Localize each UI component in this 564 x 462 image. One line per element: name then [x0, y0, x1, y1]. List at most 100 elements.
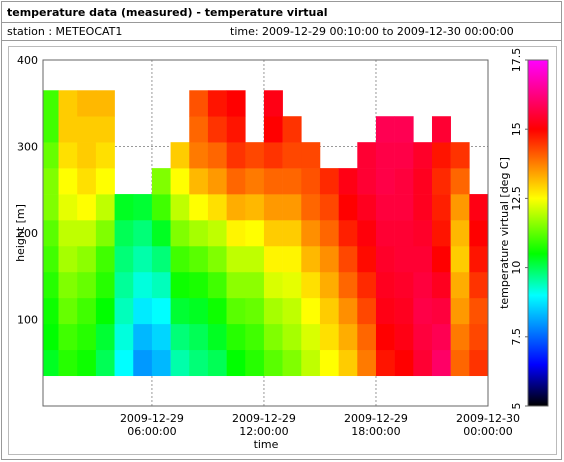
heat-cell [43, 194, 59, 221]
x-axis-label: time [254, 438, 279, 451]
heat-cell [170, 297, 190, 325]
heat-cell [282, 323, 302, 351]
heat-cell [207, 323, 227, 351]
heat-cell [43, 168, 59, 195]
heat-cell [43, 142, 59, 169]
heat-cell [282, 116, 302, 143]
heat-cell [58, 90, 78, 117]
heat-cell [469, 349, 489, 377]
heat-cell [133, 349, 153, 377]
heat-cell [469, 323, 489, 351]
heat-cell [263, 90, 283, 117]
heat-cell [151, 245, 171, 273]
heat-cell [375, 220, 395, 247]
heat-cell [151, 194, 171, 221]
heat-cell [301, 194, 321, 221]
x-tick-label: 2009-12-29 12:00:00 [232, 412, 296, 438]
heat-cell [301, 297, 321, 325]
colorbar [527, 59, 549, 407]
heat-cell [338, 194, 358, 221]
heat-cell [282, 194, 302, 221]
heat-cell [301, 168, 321, 195]
heat-cell [58, 220, 78, 247]
heat-cell [319, 194, 339, 221]
heat-cell [263, 116, 283, 143]
heat-cell [43, 297, 59, 325]
heat-cell [338, 220, 358, 247]
heat-cell [226, 116, 246, 143]
heat-cell [58, 168, 78, 195]
heat-cell [375, 323, 395, 351]
heat-cell [189, 271, 209, 299]
heat-cell [226, 271, 246, 299]
station: station : METEOCAT1 [7, 25, 122, 38]
heat-cell [95, 116, 115, 143]
heat-cell [189, 245, 209, 273]
heat-cell [263, 142, 283, 169]
heat-cell [189, 194, 209, 221]
heat-cell [43, 90, 59, 117]
heat-cell [77, 245, 97, 273]
heat-cell [189, 168, 209, 195]
heat-cell [151, 271, 171, 299]
heat-cell [114, 297, 134, 325]
heat-cell [357, 142, 377, 169]
heat-cell [114, 271, 134, 299]
colorbar-tick-label: 17.5 [510, 48, 523, 73]
heat-cell [375, 349, 395, 377]
heat-cell [245, 323, 265, 351]
colorbar-tick-label: 15 [510, 122, 523, 136]
heat-cell [95, 297, 115, 325]
heat-cell [207, 220, 227, 247]
heat-cell [263, 168, 283, 195]
heat-cell [245, 297, 265, 325]
heat-cell [375, 297, 395, 325]
heat-cell [245, 245, 265, 273]
heat-cell [77, 194, 97, 221]
heat-cell [431, 245, 451, 273]
heat-cell [207, 271, 227, 299]
heat-cell [58, 297, 78, 325]
heat-cell [394, 168, 414, 195]
heat-cell [413, 245, 433, 273]
heat-cell [450, 271, 470, 299]
heat-cell [58, 116, 78, 143]
heat-cell [394, 142, 414, 169]
heat-cell [413, 168, 433, 195]
heat-cell [263, 271, 283, 299]
heat-cell [207, 297, 227, 325]
heat-cell [469, 245, 489, 273]
heat-cell [319, 297, 339, 325]
heat-cell [58, 323, 78, 351]
heat-cell [245, 220, 265, 247]
heat-cell [226, 220, 246, 247]
heat-cell [245, 271, 265, 299]
heat-cell [170, 323, 190, 351]
heat-cell [226, 90, 246, 117]
heat-cell [189, 349, 209, 377]
heat-cell [431, 142, 451, 169]
heat-cell [58, 142, 78, 169]
heat-cell [450, 220, 470, 247]
heat-cell [413, 194, 433, 221]
heat-cell [394, 349, 414, 377]
heat-cell [226, 168, 246, 195]
heat-cell [43, 245, 59, 273]
heat-cell [151, 323, 171, 351]
heat-cell [151, 297, 171, 325]
plot-border [42, 59, 489, 407]
heat-cell [431, 323, 451, 351]
heat-cell [170, 194, 190, 221]
heat-cell [95, 245, 115, 273]
heat-cell [469, 220, 489, 247]
heat-cell [43, 220, 59, 247]
heat-cell [95, 90, 115, 117]
heat-cell [189, 297, 209, 325]
heat-cell [43, 349, 59, 377]
heat-cell [133, 271, 153, 299]
heat-cell [394, 323, 414, 351]
heat-cell [282, 271, 302, 299]
heat-cell [95, 323, 115, 351]
heat-cell [357, 168, 377, 195]
heat-cell [151, 168, 171, 195]
